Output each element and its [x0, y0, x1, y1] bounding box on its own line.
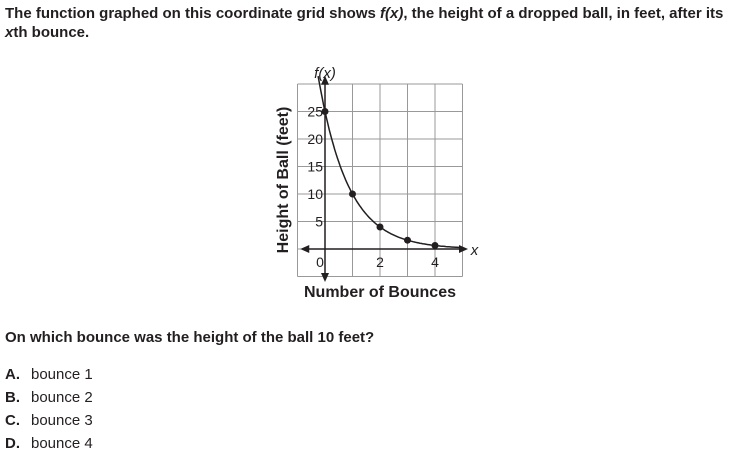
y-axis-arrow-down — [321, 273, 329, 282]
question-prompt: On which bounce was the height of the ba… — [5, 329, 375, 346]
answer-choice-a[interactable]: A. bounce 1 — [5, 366, 93, 383]
x-tick-label: 0 — [316, 254, 324, 270]
y-axis-name: f(x) — [314, 65, 336, 82]
y-tick-label: 5 — [315, 214, 323, 230]
y-tick-label: 25 — [307, 104, 323, 120]
answer-choice-b[interactable]: B. bounce 2 — [5, 389, 93, 406]
y-tick-label: 15 — [307, 159, 323, 175]
y-tick-label: 10 — [307, 186, 323, 202]
data-point — [404, 236, 411, 244]
data-point — [349, 190, 356, 198]
x-axis-label: Number of Bounces — [304, 284, 456, 301]
x-axis-arrow-left — [300, 245, 310, 253]
choice-text: bounce 4 — [31, 435, 93, 452]
x-axis-name: x — [470, 242, 479, 259]
choice-letter: D. — [5, 435, 20, 452]
choice-text: bounce 3 — [31, 412, 93, 429]
question-stem: The function graphed on this coordinate … — [5, 5, 724, 41]
data-point — [321, 108, 329, 115]
answer-choice-c[interactable]: C. bounce 3 — [5, 412, 93, 429]
choice-text: bounce 1 — [31, 366, 93, 383]
x-tick-label: 2 — [376, 254, 384, 270]
answer-choice-d[interactable]: D. bounce 4 — [5, 435, 93, 452]
choice-text: bounce 2 — [31, 389, 93, 406]
data-point — [376, 223, 384, 231]
y-tick-label: 20 — [307, 131, 323, 147]
choice-letter: A. — [5, 366, 20, 383]
x-tick-label: 4 — [431, 254, 439, 270]
x-axis-arrow-right — [459, 245, 468, 253]
choice-letter: B. — [5, 389, 20, 406]
y-axis-label: Height of Ball (feet) — [275, 107, 292, 254]
y-axis-arrow-up — [321, 75, 329, 85]
chart: 5 10 15 20 25 0 2 4 x f(x) Number of Bounces Height… — [275, 65, 479, 301]
choice-letter: C. — [5, 412, 20, 429]
data-point — [431, 241, 439, 249]
